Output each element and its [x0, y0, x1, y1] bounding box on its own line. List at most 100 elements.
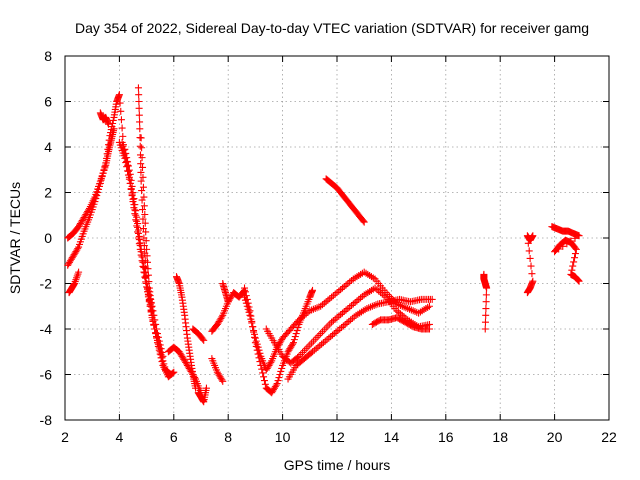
data-point [125, 166, 133, 174]
data-point [250, 327, 258, 335]
data-point [333, 314, 341, 322]
data-point [251, 334, 259, 342]
data-point [428, 295, 436, 303]
data-point [331, 290, 339, 298]
data-point [160, 360, 168, 368]
data-point [482, 305, 490, 313]
data-point [141, 219, 149, 227]
data-point [246, 311, 254, 319]
data-point [329, 317, 337, 325]
series-track-b [64, 125, 118, 242]
data-point [309, 286, 317, 294]
series-track-e [115, 138, 178, 381]
data-point [135, 98, 143, 105]
data-point [156, 341, 164, 349]
data-point [351, 298, 359, 306]
x-tick-label: 22 [601, 429, 617, 445]
data-point [146, 302, 154, 310]
data-point [261, 380, 269, 388]
data-point [260, 373, 268, 381]
data-point [308, 339, 316, 347]
data-point [323, 336, 331, 344]
data-point [247, 315, 255, 323]
x-axis-label: GPS time / hours [284, 457, 391, 473]
data-point [425, 302, 433, 310]
data-point [338, 284, 346, 292]
data-point [117, 107, 125, 115]
data-point [143, 252, 151, 260]
data-point [292, 330, 300, 338]
series-track-t [284, 295, 436, 383]
data-point [481, 318, 489, 326]
data-point [241, 288, 249, 296]
data-point [144, 265, 152, 273]
data-point [293, 327, 301, 335]
data-point [192, 384, 200, 392]
data-point [328, 318, 336, 326]
data-point [144, 258, 152, 266]
series-track-m [194, 384, 210, 406]
data-point [325, 334, 333, 342]
x-tick-label: 12 [329, 429, 345, 445]
x-tick-label: 16 [438, 429, 454, 445]
data-point [260, 377, 268, 385]
data-point [378, 290, 386, 298]
series-track-o [208, 355, 227, 385]
data-point [241, 284, 249, 292]
data-point [360, 218, 368, 226]
x-tick-label: 18 [492, 429, 508, 445]
data-point [338, 323, 346, 331]
data-point [529, 277, 537, 285]
data-point [121, 145, 129, 153]
data-point [321, 337, 329, 345]
x-tick-label: 6 [170, 429, 178, 445]
data-point [132, 207, 140, 215]
y-tick-label: -8 [40, 412, 53, 428]
data-point [140, 202, 148, 210]
data-point [159, 352, 167, 360]
data-point [482, 311, 490, 319]
data-point [340, 283, 348, 291]
data-point [328, 293, 336, 301]
data-point [142, 237, 150, 245]
data-point [140, 193, 148, 201]
data-point [275, 374, 283, 382]
data-point [571, 234, 579, 242]
data-point [291, 333, 299, 341]
data-point [134, 220, 142, 228]
data-point [259, 369, 267, 377]
data-point [126, 179, 134, 187]
data-point [348, 314, 356, 322]
data-point [157, 345, 165, 353]
data-point [315, 331, 323, 339]
data-point [241, 293, 249, 301]
data-point [289, 339, 297, 347]
data-point [117, 116, 125, 124]
x-tick-label: 8 [224, 429, 232, 445]
data-point [526, 254, 534, 262]
data-point [328, 331, 336, 339]
data-point [137, 160, 145, 168]
data-point [313, 333, 321, 341]
data-point [152, 329, 160, 337]
data-point [375, 287, 383, 295]
data-point [294, 353, 302, 361]
data-point [135, 232, 143, 240]
data-point [148, 314, 156, 322]
data-point [256, 349, 264, 357]
data-point [139, 173, 147, 181]
data-point [344, 280, 352, 287]
data-point [136, 118, 144, 126]
data-point [145, 278, 153, 286]
data-point [219, 377, 227, 385]
data-point [142, 228, 150, 236]
data-point [138, 187, 146, 195]
series-track-x [523, 232, 537, 297]
data-point [309, 337, 317, 345]
data-point [134, 228, 142, 236]
data-point [331, 315, 339, 323]
data-point [311, 335, 319, 343]
data-point [250, 330, 258, 338]
data-point [258, 365, 266, 373]
data-point [272, 381, 280, 389]
